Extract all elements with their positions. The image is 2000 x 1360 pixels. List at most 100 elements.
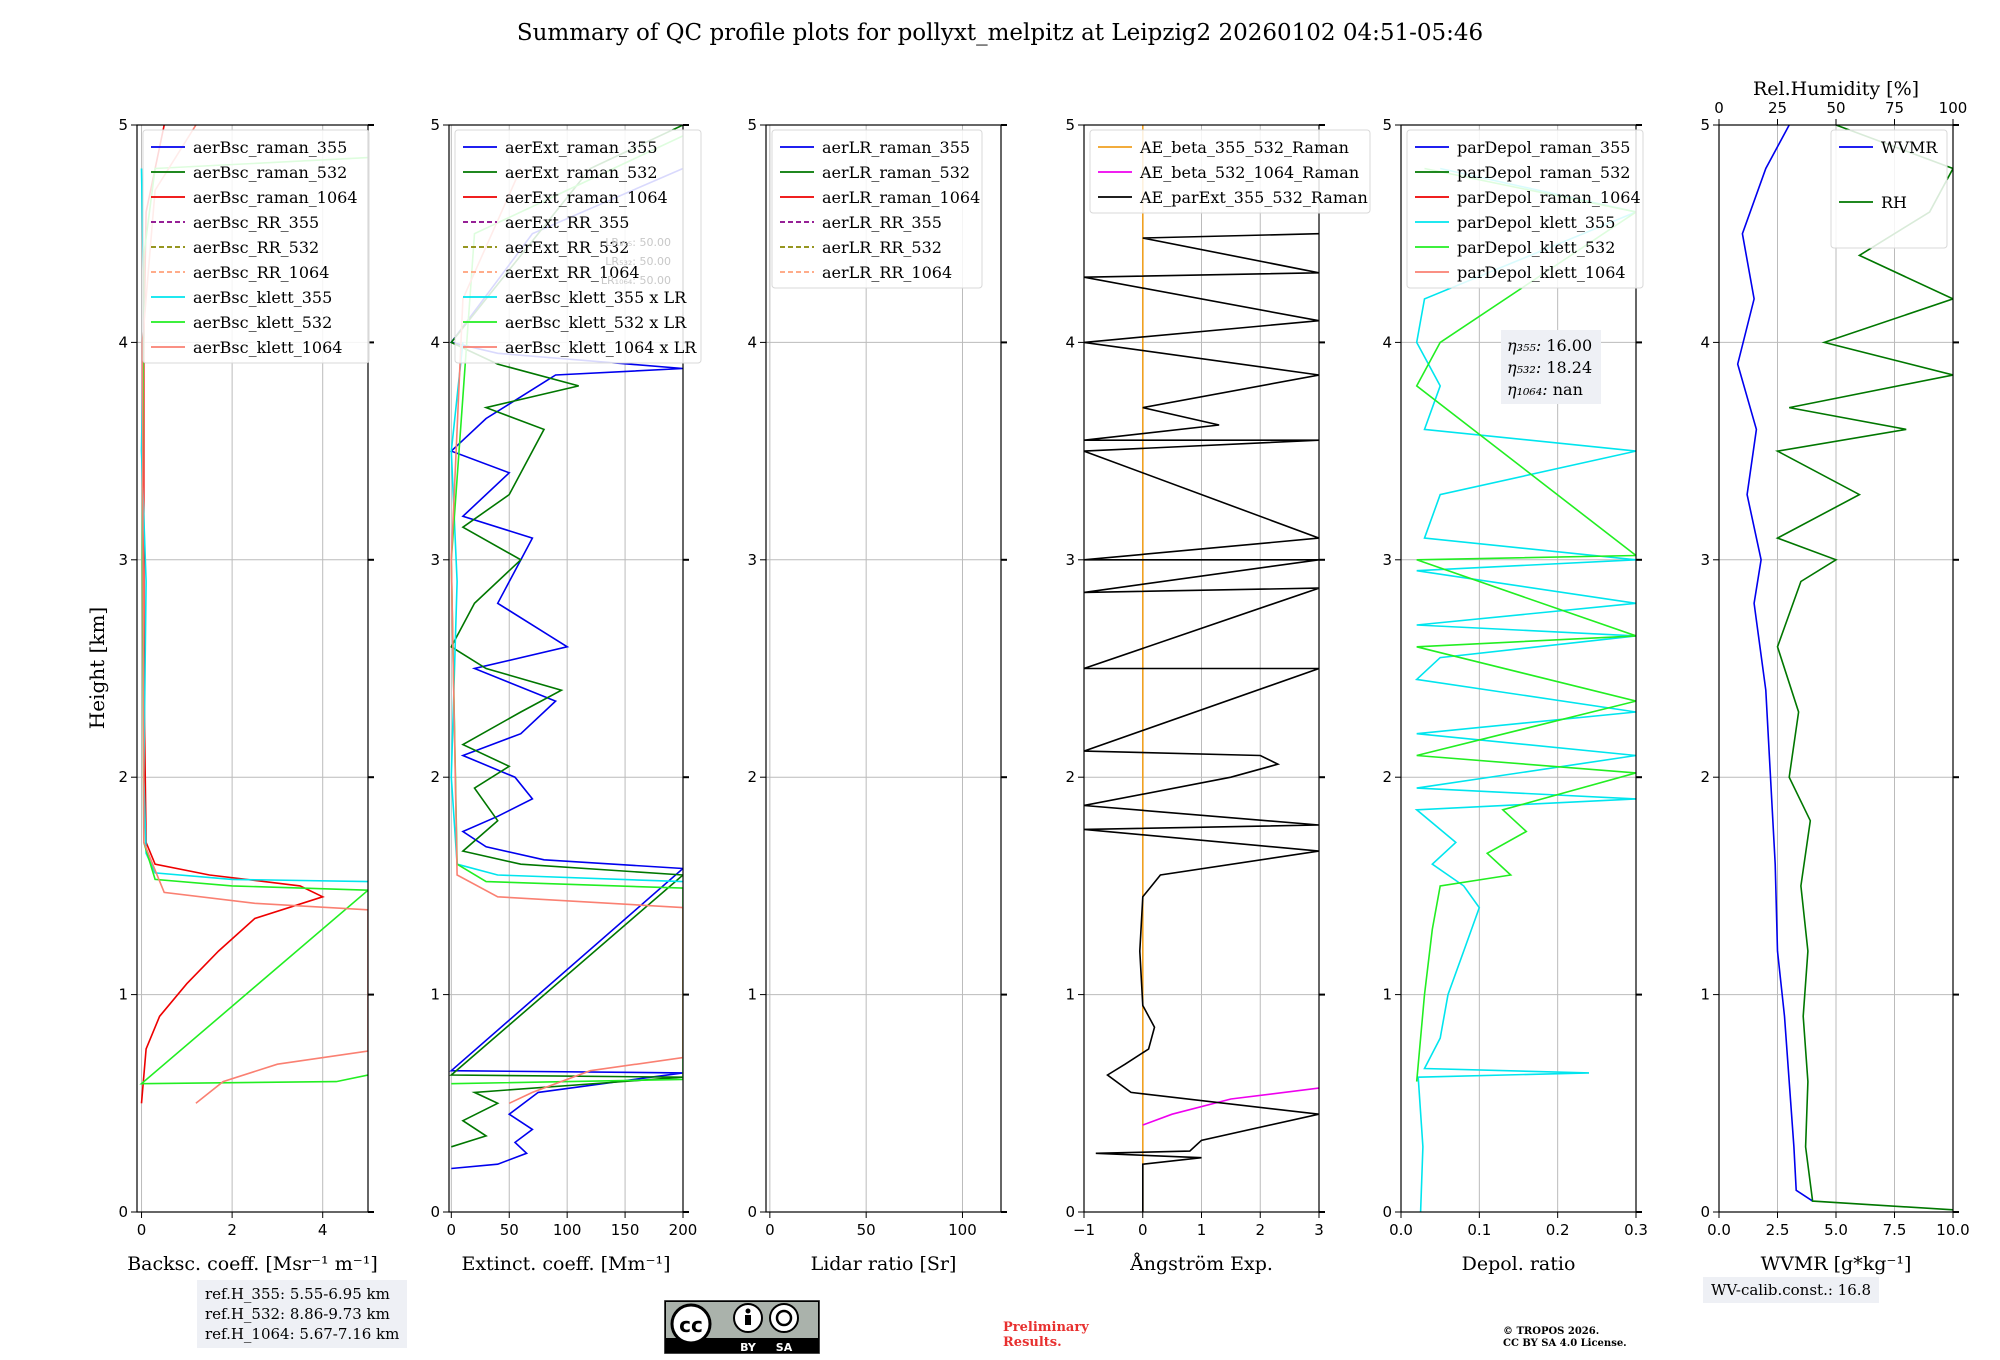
eta-value: 16.00 [1546,336,1592,355]
y-tick-label: 0 [747,1203,757,1221]
legend-label: aerBsc_klett_355 x LR [505,288,687,307]
y-tick-label: 2 [1700,768,1710,786]
x-tick-label: 5.0 [1824,1221,1848,1239]
y-tick-label: 4 [118,333,128,351]
y-tick-label: 0 [1065,1203,1075,1221]
legend-label: aerBsc_klett_1064 x LR [505,338,697,357]
y-tick-label: 1 [1382,986,1392,1004]
y-axis-label: Height [km] [85,607,109,729]
x-tick-label: 3 [1314,1221,1324,1239]
legend-label: aerLR_raman_355 [822,138,970,157]
y-tick-label: 3 [430,551,440,569]
eta-label: η₃₅₅: 16.00 [1507,336,1592,355]
x-tick-label: 10.0 [1936,1221,1969,1239]
x-tick-label: 100 [948,1221,977,1239]
y-tick-label: 0 [430,1203,440,1221]
x-tick-label: 1 [1197,1221,1207,1239]
x2-tick-label: 100 [1939,99,1968,117]
legend-label: aerExt_raman_532 [505,163,658,182]
series-parDepol_klett_355 [1414,167,1636,1212]
y-tick-label: 5 [1065,116,1075,134]
preliminary-results-note: Preliminary Results. [1003,1320,1089,1350]
legend-label: parDepol_raman_532 [1457,163,1630,182]
eta-label: η₅₃₂: 18.24 [1507,358,1592,377]
series-AE_beta_532_1064_Raman [1142,1087,1319,1126]
x2-axis-label: Rel.Humidity [%] [1753,78,1919,100]
x-tick-label: 200 [669,1221,698,1239]
legend-label: aerLR_raman_532 [822,163,970,182]
y-tick-label: 1 [118,986,128,1004]
preliminary-line-2: Results. [1003,1335,1062,1350]
axes-frame [448,124,684,1213]
y-tick-label: 2 [1382,768,1392,786]
legend-label: aerBsc_klett_1064 [193,338,342,357]
y-tick-label: 4 [430,333,440,351]
legend-label: WVMR [1881,138,1938,157]
x-tick-label: 100 [553,1221,582,1239]
cc-sa-text: SA [776,1341,793,1354]
x-tick-label: 2.5 [1766,1221,1790,1239]
y-tick-label: 5 [430,116,440,134]
eta-symbol: η₅₃₂: [1507,358,1546,377]
y-tick-label: 0 [118,1203,128,1221]
x-axis-label: Lidar ratio [Sr] [811,1253,957,1275]
y-tick-label: 2 [747,768,757,786]
y-tick-label: 2 [430,768,440,786]
cc-by-sa-badge: cc BY SA [664,1300,820,1354]
cc-text: cc [679,1313,703,1337]
legend-label: aerExt_raman_1064 [505,188,668,207]
axes-frame [765,124,1002,1213]
y-tick-label: 5 [1382,116,1392,134]
y-tick-label: 3 [747,551,757,569]
y-tick-label: 1 [1065,986,1075,1004]
series-WVMR [1736,125,1814,1202]
legend-label: parDepol_raman_1064 [1457,188,1641,207]
panel-wv: 0 1 2 3 4 5 0.0 2.5 5.0 7.5 10.0 WVMR [g*kg⁻¹] 0 25 50… [1700,78,1969,1275]
y-tick-label: 3 [1700,551,1710,569]
axes-frame [136,124,369,1213]
y-tick-label: 3 [1065,551,1075,569]
legend-label: aerLR_RR_355 [822,213,942,232]
legend-label: aerExt_RR_532 [505,238,629,257]
legend-label: aerBsc_raman_532 [193,163,347,182]
x-tick-label: 0.0 [1389,1221,1413,1239]
series-aerExt_raman_532 [449,125,683,1148]
x-tick-label: 0 [137,1221,147,1239]
panel-bsc: 0 1 2 3 4 5 0 2 4 Backsc. coeff. [Msr⁻¹ m⁻¹] aerBs… [118,116,377,1275]
preliminary-line-1: Preliminary [1003,1320,1089,1335]
x-tick-label: 0.2 [1546,1221,1570,1239]
legend-label: aerLR_raman_1064 [822,188,980,207]
y-tick-label: 4 [1700,333,1710,351]
ref-height-1064: ref.H_1064: 5.67-7.16 km [205,1325,400,1343]
series-parDepol_klett_532 [1415,167,1636,1082]
wv-calibration-constant: WV-calib.const.: 16.8 [1703,1277,1880,1303]
eta-symbol: η₃₅₅: [1507,336,1546,355]
eta-value: 18.24 [1546,358,1592,377]
legend-label: AE_beta_532_1064_Raman [1139,163,1359,182]
legend-label: aerExt_raman_355 [505,138,658,157]
legend-box [1089,129,1371,214]
legend-label: parDepol_raman_355 [1457,138,1630,157]
legend-label: aerBsc_klett_532 x LR [505,313,687,332]
lidar-ratio-note: LR₅₃₂: 50.00 [605,255,671,268]
y-tick-label: 1 [430,986,440,1004]
y-tick-label: 3 [118,551,128,569]
x-tick-label: 4 [318,1221,328,1239]
y-tick-label: 1 [1700,986,1710,1004]
legend-label: AE_parExt_355_532_Raman [1139,188,1368,207]
x-tick-label: 0 [1138,1221,1148,1239]
legend-label: AE_beta_355_532_Raman [1139,138,1349,157]
legend-label: aerBsc_raman_355 [193,138,347,157]
series-aerBsc_klett_1064 x LR [450,168,683,1105]
series-aerBsc_klett_355 x LR [450,342,683,883]
legend-box [1406,129,1644,289]
legend-label: aerLR_RR_532 [822,238,942,257]
x-tick-label: 50 [857,1221,876,1239]
y-tick-label: 2 [118,768,128,786]
legend-label: aerLR_RR_1064 [822,263,952,282]
x-tick-label: −1 [1073,1221,1095,1239]
